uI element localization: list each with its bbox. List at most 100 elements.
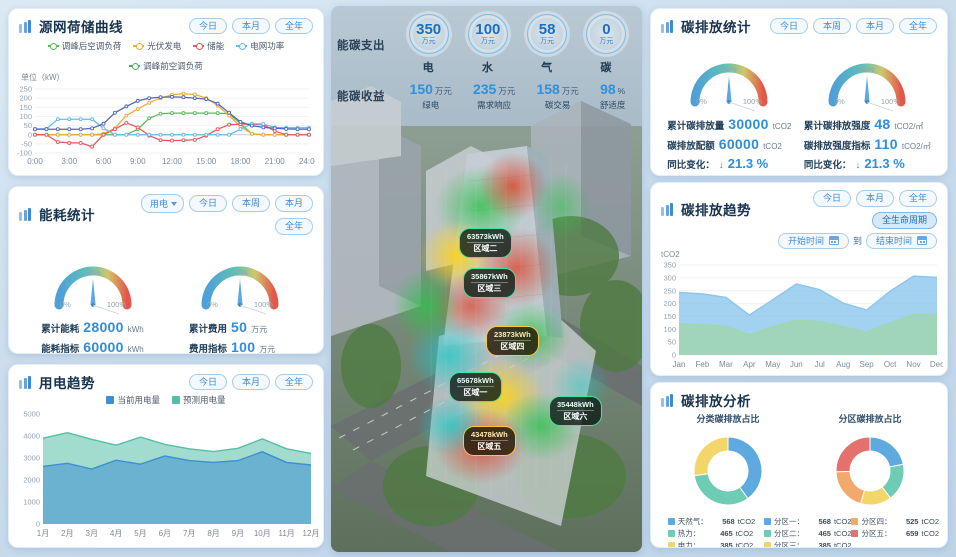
hotspot-tooltip[interactable]: 65678kWh 区域一	[449, 372, 502, 403]
btn-today[interactable]: 今日	[812, 190, 851, 207]
bars-icon	[19, 375, 31, 389]
svg-text:Dec: Dec	[930, 360, 943, 369]
svg-text:100: 100	[19, 112, 32, 121]
metric-caption: 绿电	[422, 100, 440, 110]
expense-cell: 350 万元电	[408, 14, 449, 75]
svg-text:Aug: Aug	[836, 360, 850, 369]
gauge: 50% 0% 100% 累计碳排放强度 48 tCO2/㎡ 碳排放强度指标 110 tCO2/㎡…	[804, 50, 931, 173]
end-date-input[interactable]: 结束时间	[865, 232, 937, 250]
panel-title: 源网荷储曲线	[39, 20, 123, 35]
legend-unit: tCO2	[735, 529, 754, 538]
legend-item[interactable]: 调峰后空调负荷	[47, 40, 121, 52]
svg-text:0%: 0%	[207, 300, 218, 309]
legend-item[interactable]: 分区三： 385 tCO2	[763, 540, 851, 547]
legend-item[interactable]: 当前用电量	[106, 394, 160, 406]
panel-carbon-analysis: 碳排放分析 分类碳排放占比 分区碳排放占比 天然气： 568 tCO2 热力： 465 t…	[650, 382, 948, 548]
btn-today[interactable]: 今日	[769, 17, 808, 35]
hotspot-tooltip[interactable]: 35448kWh 区域六	[549, 396, 602, 427]
gauge-stat-row: 能耗指标 60000 kWh	[41, 337, 143, 353]
metric-caption: 电	[422, 62, 435, 74]
hotspot-tooltip[interactable]: 63573kWh 区域二	[459, 228, 512, 259]
svg-text:Jul: Jul	[815, 360, 825, 369]
legend-item[interactable]: 预测用电量	[172, 394, 226, 406]
legend-item[interactable]: 电力： 385 tCO2	[667, 540, 756, 547]
expense-row: 能碳支出 350 万元电 100 万元水 58 万元气 0 万元碳	[337, 14, 636, 75]
legend-item[interactable]: 天然气： 568 tCO2	[667, 516, 756, 527]
metric-ring: 100 万元	[467, 14, 508, 54]
stat-unit: tCO2	[763, 142, 782, 152]
gauge-stat-row: 费用指标 100 万元	[189, 337, 290, 354]
donut-zone: 分区碳排放占比	[799, 412, 941, 516]
hotspot-tooltip[interactable]: 35867kWh 区域三	[463, 268, 516, 299]
svg-text:0: 0	[36, 520, 40, 529]
legend-item[interactable]: 分区五： 659 tCO2	[851, 528, 939, 539]
btn-today[interactable]: 今日	[188, 373, 227, 391]
legend-unit: tCO2	[737, 517, 756, 526]
stat-label: 累计费用	[189, 323, 228, 335]
start-date-input[interactable]: 开始时间	[777, 232, 849, 250]
btn-month[interactable]: 本月	[231, 373, 270, 391]
gauge-stats: 累计能耗28000kWh能耗指标60000kWh同比变化：↓21.3 %	[41, 317, 143, 353]
svg-text:6月: 6月	[159, 529, 171, 538]
gauge-stats: 累计碳排放量 30000 tCO2 碳排放配额 60000 tCO2 同比变化： ↓ 21.3 …	[667, 114, 791, 173]
btn-year[interactable]: 全年	[274, 17, 313, 35]
btn-year[interactable]: 全年	[898, 190, 937, 207]
metric-value: 58	[538, 20, 556, 38]
stat-label: 费用指标	[189, 344, 228, 354]
legend-item[interactable]: 热力： 465 tCO2	[667, 528, 756, 539]
svg-text:300: 300	[663, 274, 676, 283]
building-3d-map[interactable]: 能碳支出 350 万元电 100 万元水 58 万元气 0 万元碳 能碳收益 150 万元 绿电 2…	[331, 6, 642, 552]
btn-month[interactable]: 本月	[274, 195, 313, 212]
hotspot-value: 35867kWh	[471, 272, 508, 281]
hotspot-tooltip[interactable]: 23873kWh 区域四	[486, 326, 539, 357]
btn-lifecycle[interactable]: 全生命周期	[871, 211, 937, 229]
stat-unit: tCO2/㎡	[894, 122, 924, 131]
svg-text:150: 150	[19, 103, 32, 112]
svg-text:3:00: 3:00	[61, 157, 77, 166]
btn-month[interactable]: 本月	[231, 17, 270, 35]
svg-text:1000: 1000	[23, 498, 40, 507]
hotspot-value: 43478kWh	[471, 430, 508, 439]
stat-label: 碳排放配额	[667, 141, 715, 153]
svg-text:100%: 100%	[253, 300, 273, 309]
panel-power-trend: 用电趋势 今日 本月 全年 当前用电量 预测用电量 0 1000 2000 3000 40…	[8, 364, 324, 548]
legend-item[interactable]: 储能	[193, 40, 224, 52]
energy-type-select[interactable]: 用电	[140, 194, 184, 213]
hotspot-tooltip[interactable]: 43478kWh 区域五	[463, 426, 516, 457]
legend-item[interactable]: 光伏发电	[133, 40, 181, 52]
zone-donut[interactable]	[822, 426, 918, 516]
svg-text:15:00: 15:00	[196, 157, 217, 166]
btn-today[interactable]: 今日	[188, 17, 227, 35]
category-donut[interactable]	[680, 426, 776, 516]
btn-today[interactable]: 今日	[188, 195, 227, 212]
expense-items: 350 万元电 100 万元水 58 万元气 0 万元碳	[399, 14, 636, 75]
btn-month[interactable]: 本月	[855, 190, 894, 207]
metric-caption: 气	[541, 62, 554, 74]
legend-item[interactable]: 分区四： 525 tCO2	[851, 516, 939, 527]
metric-unit: 万元	[561, 86, 579, 96]
btn-week[interactable]: 本周	[812, 17, 851, 35]
gauge-compare-row: 同比变化： ↓ 21.3 %	[667, 155, 791, 174]
metric-caption: 需求响应	[477, 100, 512, 110]
bars-icon	[19, 207, 31, 221]
legend-item[interactable]: 分区一： 568 tCO2	[763, 516, 851, 527]
svg-text:2000: 2000	[23, 476, 40, 485]
compare-value: 21.3 %	[727, 155, 769, 171]
gauge: 50%0%100%累计费用50万元费用指标100万元同比变化：↓21.3 %	[181, 253, 299, 354]
metric-unit: 万元	[480, 37, 495, 45]
legend-item[interactable]: 调峰前空调负荷	[129, 60, 203, 72]
expense-cell: 58 万元气	[527, 14, 568, 75]
btn-week[interactable]: 本周	[231, 195, 270, 212]
legend-value: 568	[722, 517, 735, 526]
stat-value: 28000	[83, 318, 124, 335]
time-range-buttons: 今日 本月 全年 全生命周期	[757, 190, 937, 229]
legend-item[interactable]: 电网功率	[236, 40, 284, 52]
compare-value: 21.3 %	[864, 155, 905, 171]
btn-year[interactable]: 全年	[898, 17, 937, 35]
btn-month[interactable]: 本月	[855, 17, 894, 35]
gauge-stat-row: 累计碳排放强度 48 tCO2/㎡	[804, 114, 931, 134]
btn-year[interactable]: 全年	[274, 373, 313, 391]
legend-item[interactable]: 分区二： 465 tCO2	[763, 528, 851, 539]
stat-label: 碳排放强度指标	[803, 141, 871, 153]
btn-year[interactable]: 全年	[274, 218, 313, 235]
